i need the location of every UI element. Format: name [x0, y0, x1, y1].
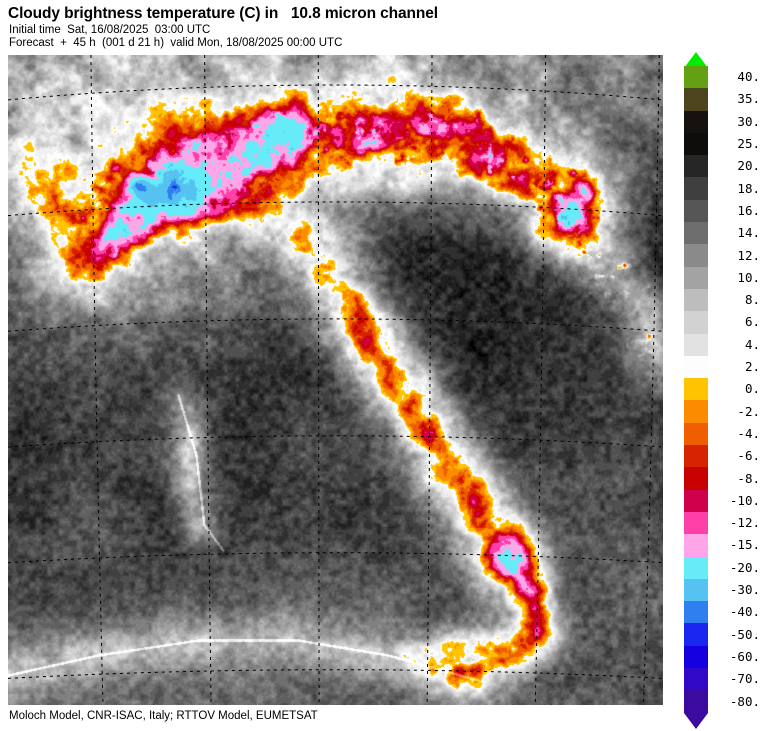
forecast-valid-label: Forecast + 45 h (001 d 21 h) valid Mon, … — [9, 37, 343, 49]
colorbar-band-10 — [684, 288, 708, 312]
colorbar-band-3 — [684, 132, 708, 156]
colorbar-tick-7: 14. — [737, 225, 760, 241]
colorbar-band-18 — [684, 467, 708, 490]
colorbar-tick-21: -15. — [729, 537, 760, 553]
colorbar-band-15 — [684, 400, 708, 423]
footer-credits: Moloch Model, CNR-ISAC, Italy; RTTOV Mod… — [9, 710, 318, 722]
colorbar-tick-6: 16. — [737, 202, 760, 218]
colorbar-band-8 — [684, 244, 708, 267]
colorbar: 40. 35. 30. 25. 20. 18. 16. 14. 12. 10. 8. 6. 4. 2. 0.… — [676, 52, 760, 729]
header: Cloudy brightness temperature (C) in 10.… — [0, 0, 760, 52]
colorbar-tick-19: -10. — [729, 492, 760, 508]
colorbar-tick-9: 10. — [737, 269, 760, 285]
colorbar-band-0 — [684, 66, 708, 89]
parallel-4 — [8, 552, 663, 564]
colorbar-tick-11: 6. — [744, 314, 760, 330]
colorbar-band-11 — [684, 311, 708, 334]
colorbar-tick-8: 12. — [737, 247, 760, 263]
colorbar-tick-24: -40. — [729, 604, 760, 620]
colorbar-band-25 — [684, 623, 708, 646]
colorbar-band-4 — [684, 155, 708, 178]
colorbar-tick-10: 8. — [744, 292, 760, 308]
colorbar-band-14 — [684, 378, 708, 401]
colorbar-tick-18: -8. — [737, 470, 760, 486]
parallel-3 — [8, 435, 663, 448]
colorbar-band-9 — [684, 266, 708, 289]
meridian-6 — [642, 55, 660, 705]
colorbar-tick-17: -6. — [737, 448, 760, 464]
page-title: Cloudy brightness temperature (C) in 10.… — [8, 5, 439, 22]
colorbar-tick-15: -2. — [737, 403, 760, 419]
colorbar-tick-20: -12. — [729, 515, 760, 531]
colorbar-band-1 — [684, 88, 708, 111]
colorbar-tick-22: -20. — [729, 559, 760, 575]
colorbar-over-range-arrow — [684, 52, 708, 68]
colorbar-band-16 — [684, 422, 708, 446]
colorbar-band-24 — [684, 601, 708, 624]
colorbar-band-19 — [684, 489, 708, 512]
parallel-1 — [8, 201, 663, 217]
colorbar-tick-27: -70. — [729, 671, 760, 687]
colorbar-band-27 — [684, 668, 708, 691]
colorbar-band-13 — [684, 355, 708, 379]
colorbar-tick-5: 18. — [737, 180, 760, 196]
colorbar-tick-26: -60. — [729, 648, 760, 664]
colorbar-band-17 — [684, 445, 708, 468]
meridian-1 — [90, 55, 104, 705]
colorbar-tick-28: -80. — [729, 693, 760, 709]
colorbar-under-range-arrow — [684, 712, 708, 729]
colorbar-band-7 — [684, 222, 708, 245]
colorbar-tick-14: 0. — [744, 381, 760, 397]
colorbar-band-26 — [684, 645, 708, 669]
colorbar-band-21 — [684, 534, 708, 557]
colorbar-tick-labels: 40. 35. 30. 25. 20. 18. 16. 14. 12. 10. 8. 6. 4. 2. 0.… — [718, 52, 760, 708]
colorbar-bands — [684, 66, 708, 713]
colorbar-band-23 — [684, 578, 708, 602]
meridian-3 — [317, 55, 320, 705]
initial-time-label: Initial time Sat, 16/08/2025 03:00 UTC — [9, 24, 211, 36]
meridian-4 — [426, 55, 433, 705]
satellite-brightness-temperature-map — [8, 55, 663, 705]
parallel-0 — [8, 84, 663, 101]
colorbar-band-22 — [684, 556, 708, 579]
meridian-5 — [534, 55, 547, 705]
colorbar-tick-0: 40. — [737, 69, 760, 85]
map-panel[interactable] — [8, 55, 663, 705]
parallel-2 — [8, 318, 663, 332]
colorbar-tick-13: 2. — [744, 359, 760, 375]
colorbar-band-6 — [684, 199, 708, 223]
colorbar-band-20 — [684, 511, 708, 535]
colorbar-tick-16: -4. — [737, 425, 760, 441]
colorbar-tick-23: -30. — [729, 582, 760, 598]
colorbar-tick-25: -50. — [729, 626, 760, 642]
colorbar-band-2 — [684, 110, 708, 133]
colorbar-band-28 — [684, 690, 708, 713]
colorbar-tick-2: 30. — [737, 113, 760, 129]
colorbar-tick-3: 25. — [737, 136, 760, 152]
graticule-grid — [8, 55, 663, 705]
colorbar-tick-1: 35. — [737, 91, 760, 107]
colorbar-band-5 — [684, 177, 708, 200]
colorbar-band-12 — [684, 333, 708, 356]
colorbar-tick-4: 20. — [737, 158, 760, 174]
parallel-5 — [8, 669, 663, 679]
colorbar-tick-12: 4. — [744, 336, 760, 352]
meridian-2 — [204, 55, 212, 705]
